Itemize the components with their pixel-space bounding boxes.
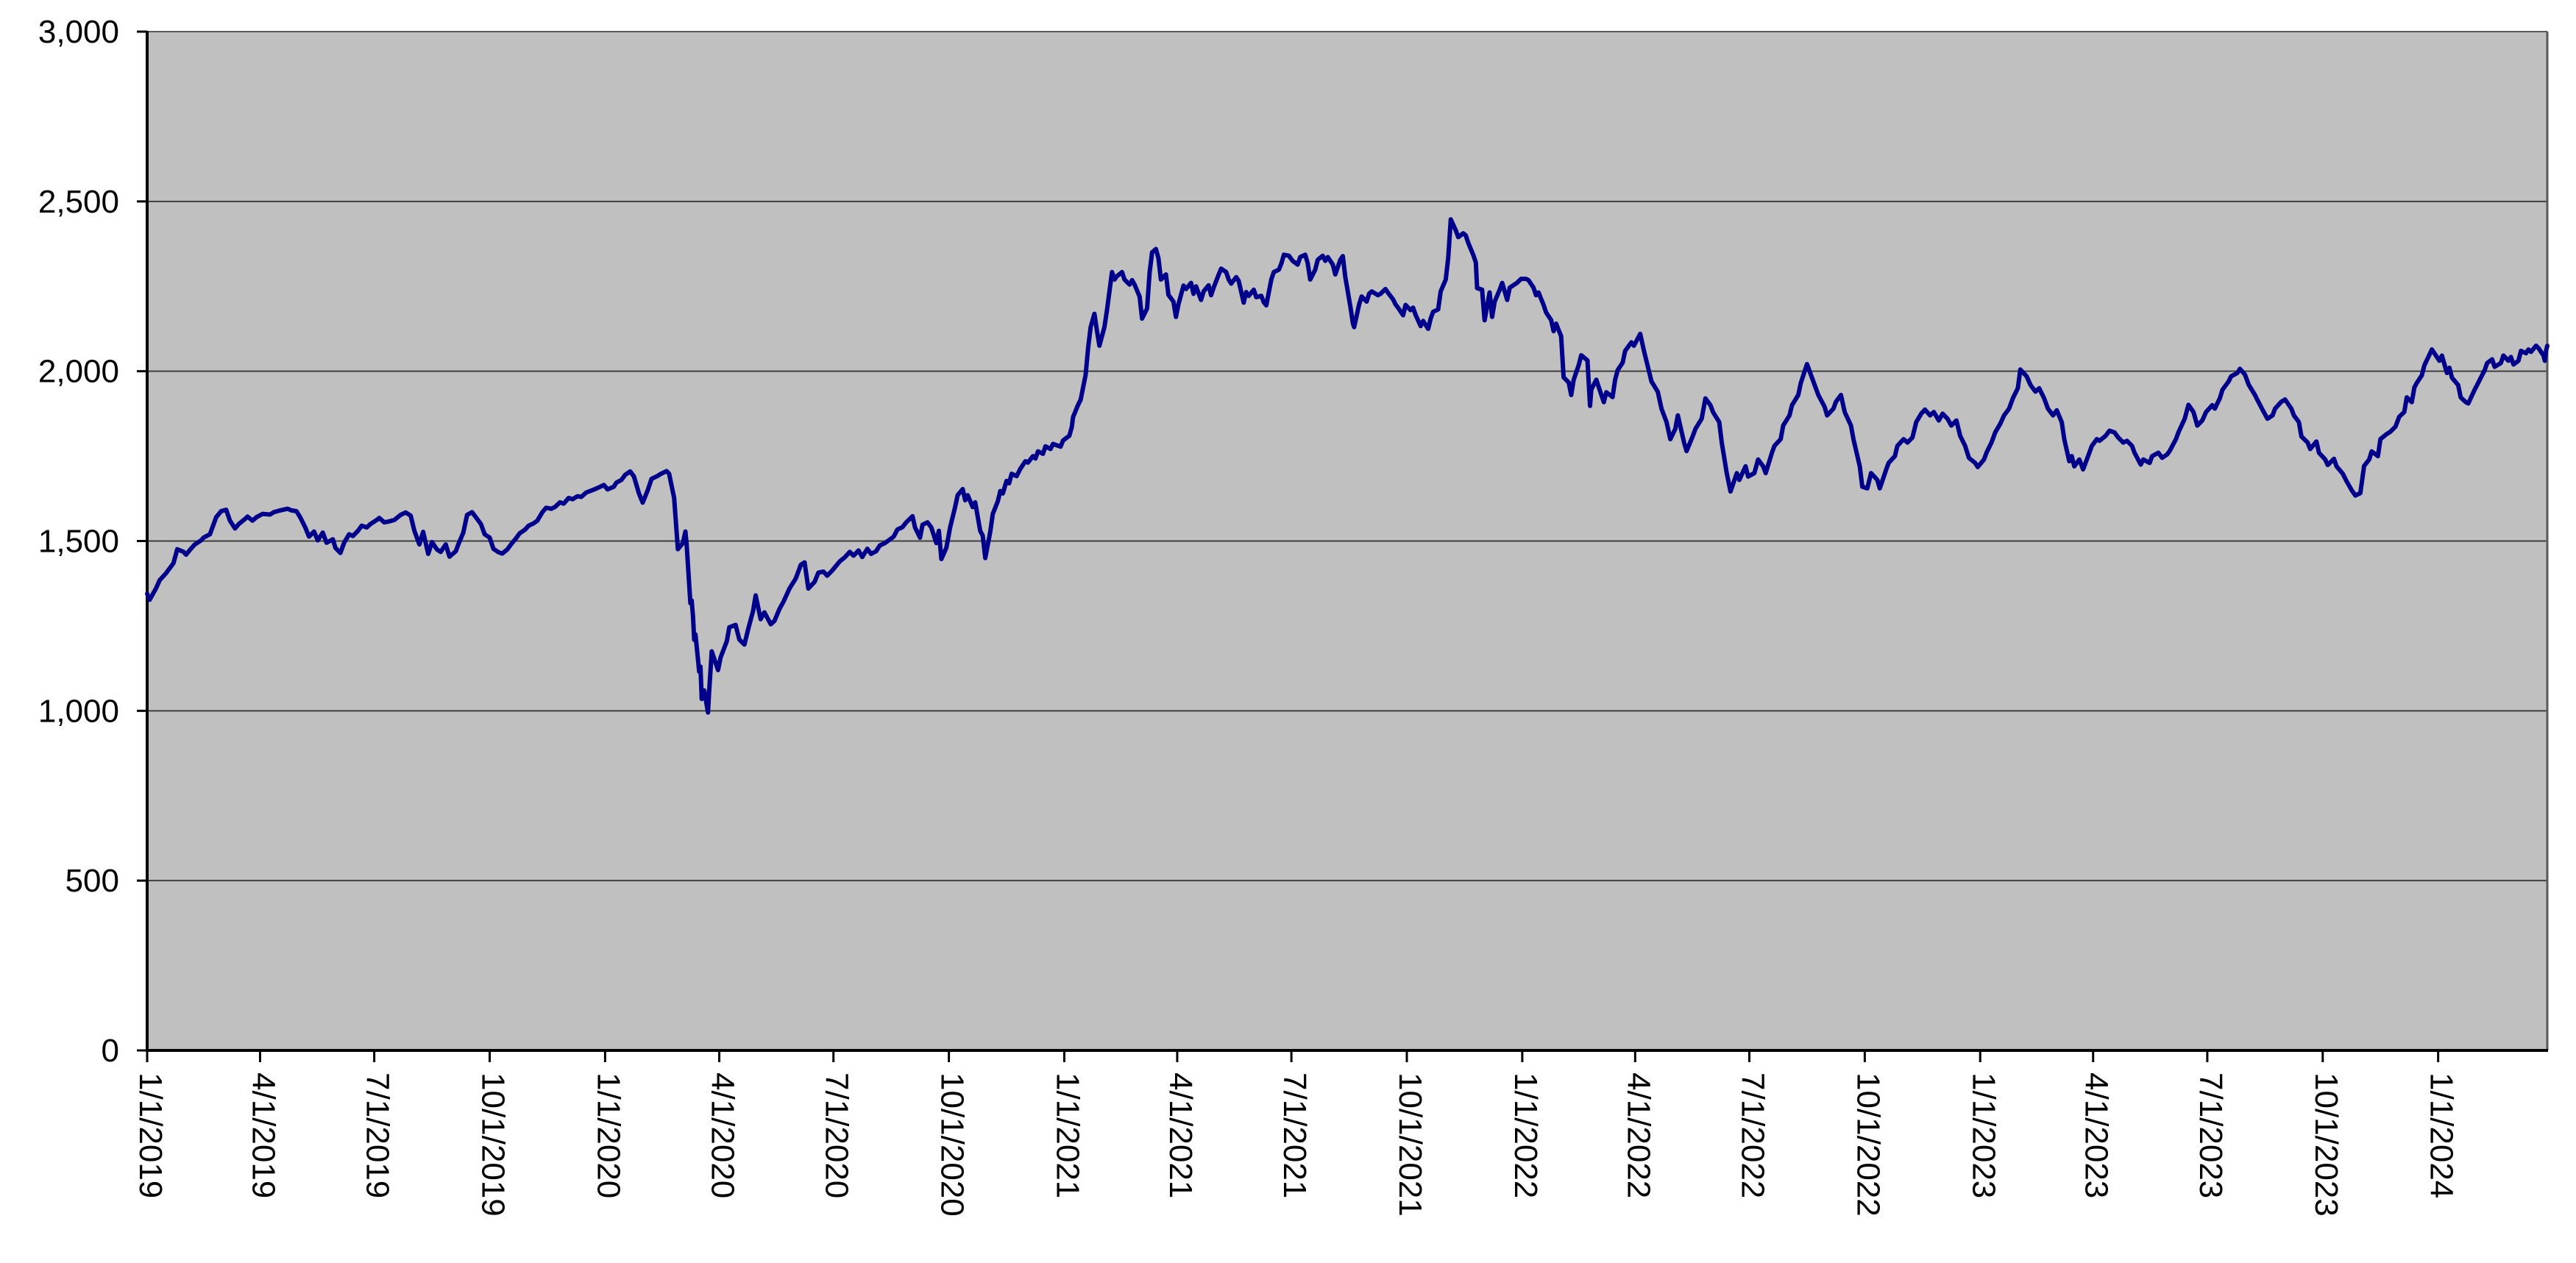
series-line-index-value xyxy=(145,217,2550,715)
x-tick-label: 4/1/2020 xyxy=(705,1072,741,1198)
y-tick-label: 500 xyxy=(65,863,119,899)
x-tick-label: 7/1/2022 xyxy=(1735,1072,1771,1198)
x-tick-label: 1/1/2021 xyxy=(1049,1072,1085,1198)
x-tick-label: 7/1/2023 xyxy=(2193,1072,2229,1198)
x-tick-label: 10/1/2023 xyxy=(2308,1072,2344,1217)
x-tick-label: 10/1/2019 xyxy=(475,1072,511,1217)
y-tick-label: 1,500 xyxy=(38,524,119,560)
x-tick-label: 1/1/2020 xyxy=(590,1072,626,1198)
y-tick-label: 0 xyxy=(102,1033,119,1069)
x-tick-label: 10/1/2021 xyxy=(1392,1072,1428,1217)
x-tick-label: 4/1/2023 xyxy=(2079,1072,2115,1198)
x-tick-label: 4/1/2022 xyxy=(1620,1072,1656,1198)
x-tick-label: 7/1/2020 xyxy=(819,1072,855,1198)
x-tick-label: 1/1/2019 xyxy=(132,1072,168,1198)
x-tick-label: 4/1/2021 xyxy=(1163,1072,1199,1198)
x-tick-label: 1/1/2023 xyxy=(1965,1072,2001,1198)
x-tick-label: 10/1/2022 xyxy=(1850,1072,1886,1217)
y-tick-label: 2,000 xyxy=(38,354,119,390)
y-tick-label: 1,000 xyxy=(38,693,119,729)
x-tick-label: 7/1/2019 xyxy=(360,1072,396,1198)
x-tick-label: 4/1/2019 xyxy=(245,1072,281,1198)
y-tick-label: 2,500 xyxy=(38,184,119,220)
x-tick-label: 7/1/2021 xyxy=(1277,1072,1313,1198)
x-tick-label: 1/1/2024 xyxy=(2424,1072,2460,1198)
x-tick-label: 1/1/2022 xyxy=(1508,1072,1544,1198)
x-tick-label: 10/1/2020 xyxy=(934,1072,971,1217)
y-tick-label: 3,000 xyxy=(38,14,119,50)
